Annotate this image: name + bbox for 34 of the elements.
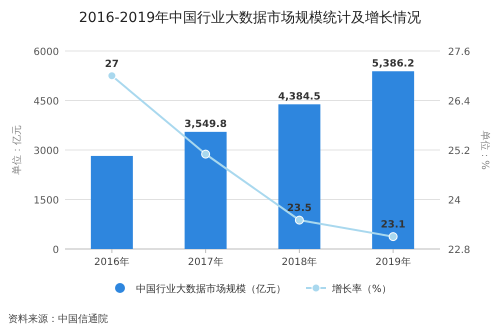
data-label: 4,384.5: [278, 91, 321, 102]
y2-tick-label: 22.8: [448, 245, 470, 256]
data-label: 27: [104, 58, 119, 70]
y-tick-label: 0: [52, 245, 59, 256]
point: [201, 150, 210, 159]
legend-label: 中国行业大数据市场规模（亿元）: [136, 283, 286, 295]
point: [107, 71, 116, 80]
data-label: 23.1: [380, 220, 406, 231]
bar: [372, 71, 414, 249]
y2-tick-label: 26.4: [448, 96, 470, 108]
bar: [184, 132, 227, 249]
y-tick-label: 6000: [34, 47, 59, 58]
y2-tick-label: 25.2: [448, 146, 470, 157]
x-tick-label: 2019年: [375, 256, 411, 268]
x-tick-label: 2018年: [282, 256, 318, 268]
x-tick-label: 2017年: [188, 256, 224, 268]
x-tick-label: 2016年: [94, 256, 130, 268]
data-label: 23.5: [287, 203, 312, 214]
bar: [90, 156, 133, 249]
y2-axis-title: 单位：%: [479, 130, 491, 170]
y-tick-label: 3000: [34, 146, 59, 157]
data-label: 5,386.2: [372, 58, 414, 70]
y-axis-title: 单位：亿元: [11, 125, 23, 175]
bar: [278, 104, 320, 249]
point: [294, 216, 304, 225]
legend-label: 增长率（%）: [331, 283, 392, 295]
point: [388, 232, 398, 242]
text: 资料来源：中国信通院: [8, 313, 108, 325]
chart-title: 2016-2019年中国行业大数据市场规模统计及增长情况: [78, 10, 422, 26]
y2-tick-label: 24: [448, 196, 461, 206]
data-label: 3,549.8: [184, 118, 227, 130]
y-tick-label: 4500: [34, 96, 59, 108]
y2-tick-label: 27.6: [448, 47, 470, 58]
y-tick-label: 1500: [34, 196, 59, 206]
